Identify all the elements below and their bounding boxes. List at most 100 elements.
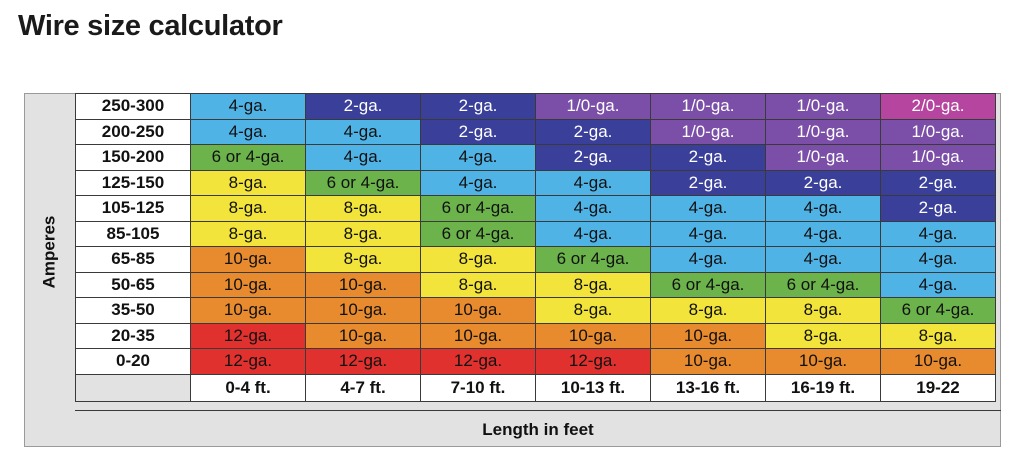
amperage-row-label: 250-300 bbox=[75, 93, 191, 120]
amperage-row-label: 50-65 bbox=[75, 271, 191, 298]
amperage-row-label: 200-250 bbox=[75, 118, 191, 145]
table-row: 85-105 8-ga. 8-ga. 6 or 4-ga. 4-ga. 4-ga. 4-ga… bbox=[75, 220, 996, 247]
gauge-cell: 2-ga. bbox=[535, 144, 651, 171]
gauge-cell: 8-ga. bbox=[305, 220, 421, 247]
gauge-cell: 4-ga. bbox=[880, 220, 996, 247]
gauge-cell: 1/0-ga. bbox=[650, 118, 766, 145]
gauge-cell: 8-ga. bbox=[535, 271, 651, 298]
gauge-cell: 4-ga. bbox=[880, 246, 996, 273]
gauge-cell: 4-ga. bbox=[765, 195, 881, 222]
gauge-cell: 8-ga. bbox=[420, 246, 536, 273]
gauge-cell: 2-ga. bbox=[765, 169, 881, 196]
table-row: 65-85 10-ga. 8-ga. 8-ga. 6 or 4-ga. 4-ga. 4-ga… bbox=[75, 246, 996, 273]
gauge-cell: 4-ga. bbox=[305, 144, 421, 171]
gauge-cell: 4-ga. bbox=[880, 271, 996, 298]
gauge-cell: 2-ga. bbox=[420, 118, 536, 145]
table-row: 50-65 10-ga. 10-ga. 8-ga. 8-ga. 6 or 4-ga. 6 o… bbox=[75, 271, 996, 298]
length-column-label: 0-4 ft. bbox=[190, 373, 306, 402]
gauge-cell: 4-ga. bbox=[650, 220, 766, 247]
gauge-cell: 8-ga. bbox=[765, 322, 881, 349]
gauge-cell: 8-ga. bbox=[190, 169, 306, 196]
gauge-cell: 8-ga. bbox=[650, 297, 766, 324]
gauge-cell: 1/0-ga. bbox=[765, 93, 881, 120]
amperage-row-label: 20-35 bbox=[75, 322, 191, 349]
gauge-cell: 8-ga. bbox=[190, 220, 306, 247]
gauge-cell: 4-ga. bbox=[535, 169, 651, 196]
gauge-cell: 1/0-ga. bbox=[650, 93, 766, 120]
gauge-cell: 1/0-ga. bbox=[765, 144, 881, 171]
gauge-cell: 2-ga. bbox=[650, 144, 766, 171]
table-row: 0-20 12-ga. 12-ga. 12-ga. 12-ga. 10-ga. 10-ga.… bbox=[75, 348, 996, 375]
wire-size-table-body: 250-300 4-ga. 2-ga. 2-ga. 1/0-ga. 1/0-ga. 1/0-… bbox=[75, 93, 996, 402]
gauge-cell: 8-ga. bbox=[535, 297, 651, 324]
length-column-label: 16-19 ft. bbox=[765, 373, 881, 402]
gauge-cell: 4-ga. bbox=[420, 169, 536, 196]
y-axis-label: Amperes bbox=[24, 93, 75, 410]
gauge-cell: 12-ga. bbox=[190, 322, 306, 349]
page-title: Wire size calculator bbox=[18, 10, 283, 42]
amperage-row-label: 85-105 bbox=[75, 220, 191, 247]
gauge-cell: 1/0-ga. bbox=[880, 118, 996, 145]
gauge-cell: 6 or 4-ga. bbox=[420, 220, 536, 247]
gauge-cell: 6 or 4-ga. bbox=[650, 271, 766, 298]
gauge-cell: 4-ga. bbox=[535, 220, 651, 247]
amperage-row-label: 125-150 bbox=[75, 169, 191, 196]
gauge-cell: 8-ga. bbox=[880, 322, 996, 349]
gauge-cell: 12-ga. bbox=[535, 348, 651, 375]
length-column-label: 19-22 bbox=[880, 373, 996, 402]
gauge-cell: 4-ga. bbox=[420, 144, 536, 171]
gauge-cell: 4-ga. bbox=[305, 118, 421, 145]
gauge-cell: 1/0-ga. bbox=[765, 118, 881, 145]
gauge-cell: 2-ga. bbox=[535, 118, 651, 145]
gauge-cell: 10-ga. bbox=[305, 271, 421, 298]
gauge-cell: 2-ga. bbox=[880, 195, 996, 222]
gauge-cell: 6 or 4-ga. bbox=[420, 195, 536, 222]
amperage-row-label: 35-50 bbox=[75, 297, 191, 324]
gauge-cell: 10-ga. bbox=[765, 348, 881, 375]
gauge-cell: 10-ga. bbox=[535, 322, 651, 349]
gauge-cell: 10-ga. bbox=[190, 297, 306, 324]
gauge-cell: 2/0-ga. bbox=[880, 93, 996, 120]
amperage-row-label: 105-125 bbox=[75, 195, 191, 222]
gauge-cell: 4-ga. bbox=[765, 246, 881, 273]
x-axis-label: Length in feet bbox=[75, 410, 1001, 448]
gauge-cell: 4-ga. bbox=[535, 195, 651, 222]
gauge-cell: 10-ga. bbox=[650, 348, 766, 375]
gauge-cell: 6 or 4-ga. bbox=[765, 271, 881, 298]
gauge-cell: 2-ga. bbox=[880, 169, 996, 196]
gauge-cell: 4-ga. bbox=[650, 195, 766, 222]
length-column-label: 4-7 ft. bbox=[305, 373, 421, 402]
gauge-cell: 2-ga. bbox=[420, 93, 536, 120]
gauge-cell: 10-ga. bbox=[190, 246, 306, 273]
y-axis-label-text: Amperes bbox=[39, 215, 59, 288]
gauge-cell: 4-ga. bbox=[650, 246, 766, 273]
amperage-row-label: 65-85 bbox=[75, 246, 191, 273]
gauge-cell: 6 or 4-ga. bbox=[535, 246, 651, 273]
gauge-cell: 2-ga. bbox=[305, 93, 421, 120]
gauge-cell: 4-ga. bbox=[190, 118, 306, 145]
gauge-cell: 12-ga. bbox=[420, 348, 536, 375]
gauge-cell: 1/0-ga. bbox=[880, 144, 996, 171]
gauge-cell: 12-ga. bbox=[305, 348, 421, 375]
gauge-cell: 1/0-ga. bbox=[535, 93, 651, 120]
gauge-cell: 8-ga. bbox=[765, 297, 881, 324]
wire-size-table: 250-300 4-ga. 2-ga. 2-ga. 1/0-ga. 1/0-ga. 1/0-… bbox=[75, 93, 996, 402]
gauge-cell: 6 or 4-ga. bbox=[880, 297, 996, 324]
gauge-cell: 6 or 4-ga. bbox=[305, 169, 421, 196]
gauge-cell: 10-ga. bbox=[420, 297, 536, 324]
table-row: 150-200 6 or 4-ga. 4-ga. 4-ga. 2-ga. 2-ga. 1/0… bbox=[75, 144, 996, 171]
gauge-cell: 4-ga. bbox=[190, 93, 306, 120]
gauge-cell: 10-ga. bbox=[305, 297, 421, 324]
table-row: 35-50 10-ga. 10-ga. 10-ga. 8-ga. 8-ga. 8-ga. 6 … bbox=[75, 297, 996, 324]
gauge-cell: 8-ga. bbox=[420, 271, 536, 298]
gauge-cell: 4-ga. bbox=[765, 220, 881, 247]
column-header-row: 0-4 ft. 4-7 ft. 7-10 ft. 10-13 ft. 13-16 ft.… bbox=[75, 373, 996, 402]
gauge-cell: 10-ga. bbox=[305, 322, 421, 349]
gauge-cell: 10-ga. bbox=[650, 322, 766, 349]
gauge-cell: 6 or 4-ga. bbox=[190, 144, 306, 171]
gauge-cell: 10-ga. bbox=[880, 348, 996, 375]
table-row: 125-150 8-ga. 6 or 4-ga. 4-ga. 4-ga. 2-ga. 2-g… bbox=[75, 169, 996, 196]
gauge-cell: 8-ga. bbox=[305, 195, 421, 222]
gauge-cell: 12-ga. bbox=[190, 348, 306, 375]
table-row: 105-125 8-ga. 8-ga. 6 or 4-ga. 4-ga. 4-ga. 4-g… bbox=[75, 195, 996, 222]
